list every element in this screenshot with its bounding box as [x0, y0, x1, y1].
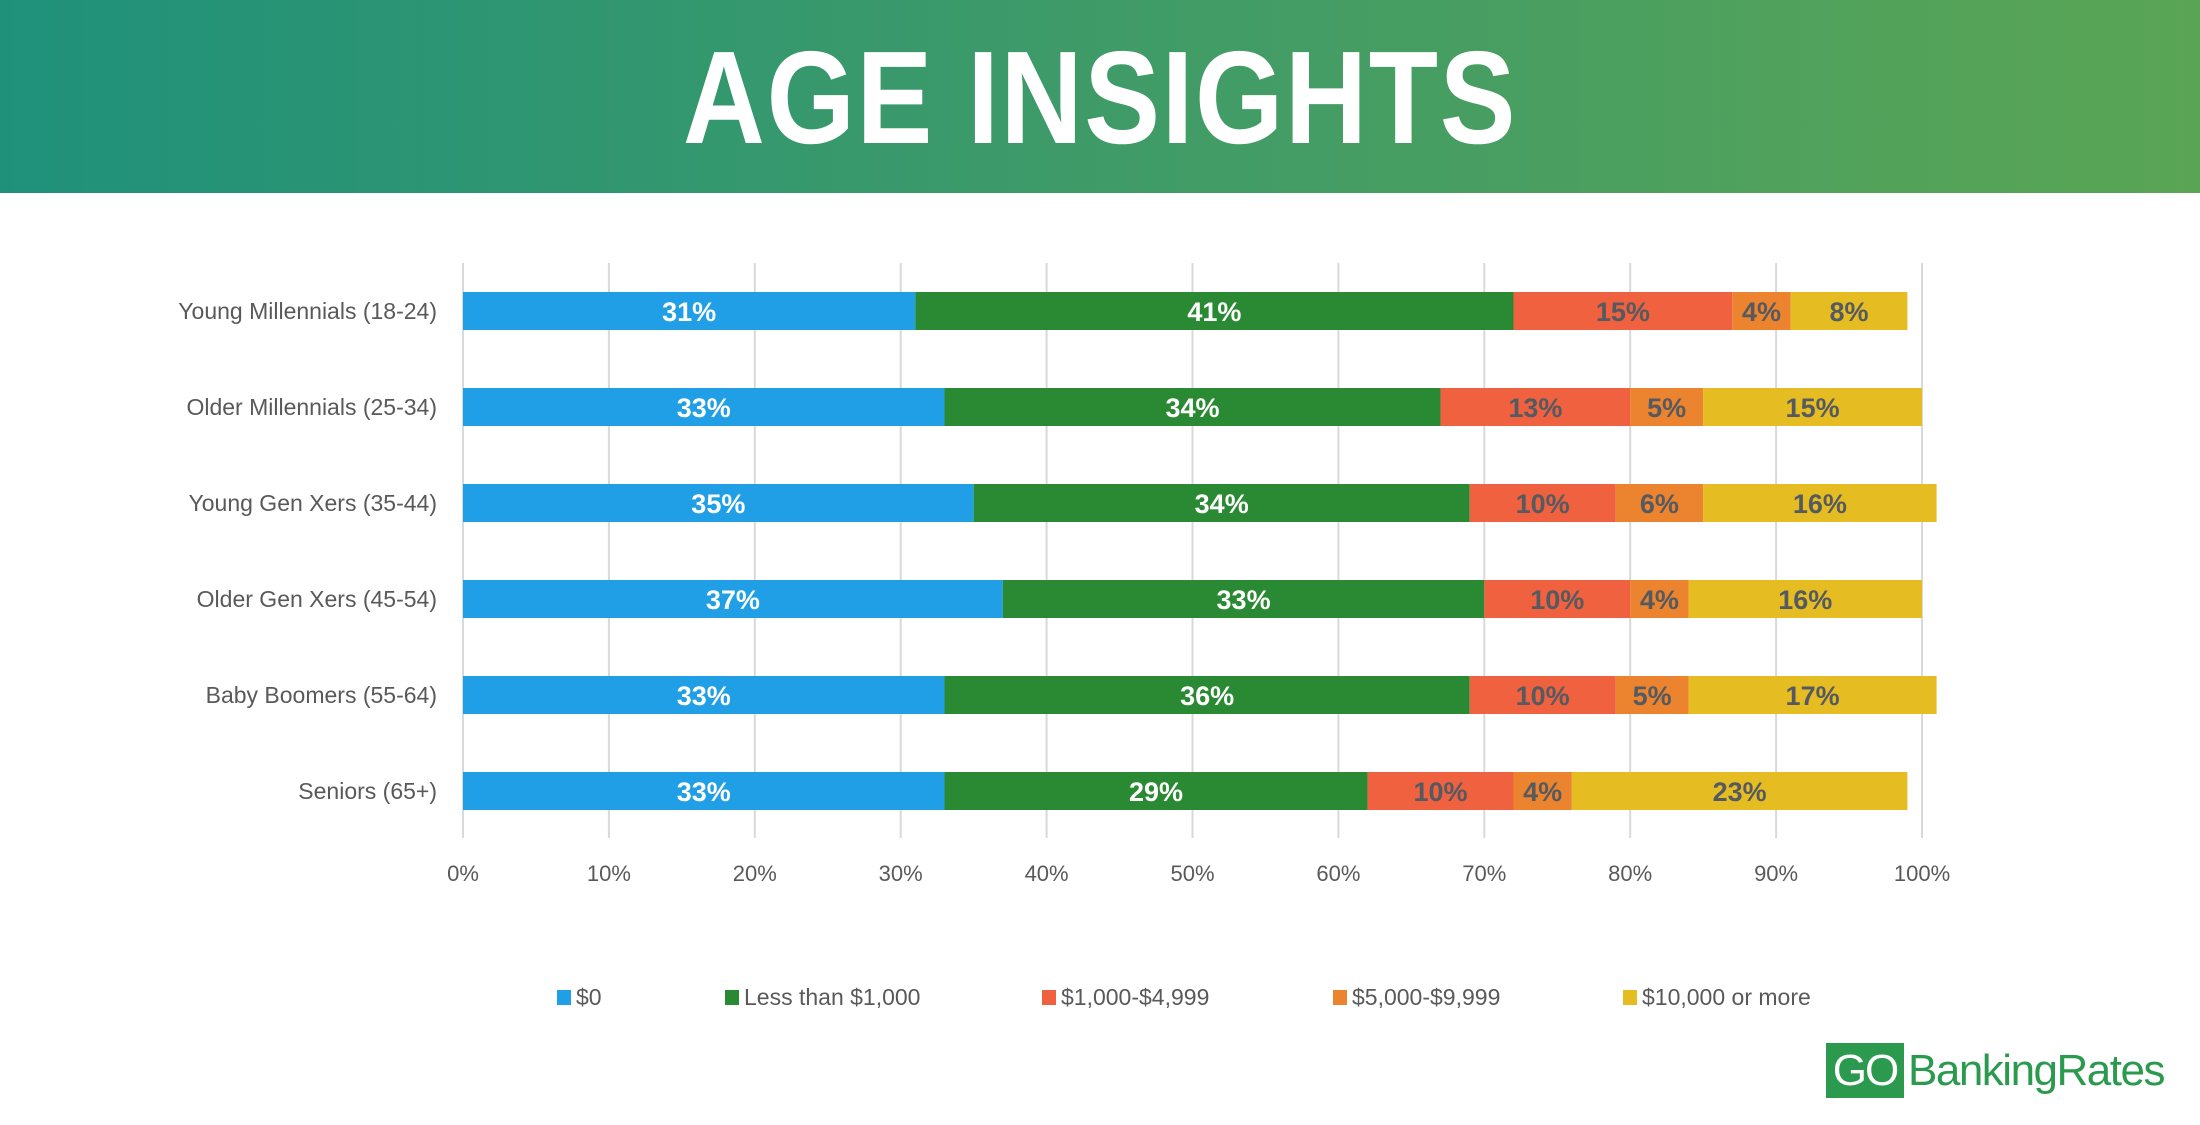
data-label: 8%	[1830, 297, 1869, 327]
bar-segment	[1790, 292, 1908, 330]
bar-segment	[1002, 580, 1485, 618]
legend-swatch	[557, 990, 571, 1005]
bar-segment	[1703, 388, 1922, 426]
header-banner: AGE INSIGHTS	[0, 0, 2200, 193]
bar-segment	[463, 580, 1003, 618]
data-label: 33%	[677, 681, 731, 711]
bar-segment	[463, 676, 945, 714]
bar-segment	[463, 484, 974, 522]
page-title: AGE INSIGHTS	[0, 28, 2200, 168]
data-label: 33%	[1217, 585, 1271, 615]
bar-segment	[1571, 772, 1908, 810]
category-label: Seniors (65+)	[298, 778, 437, 804]
legend-swatch	[1333, 990, 1347, 1005]
legend-swatch	[1042, 990, 1056, 1005]
x-tick-label: 80%	[1608, 861, 1652, 886]
data-label: 4%	[1523, 777, 1562, 807]
bar-segment	[1513, 772, 1572, 810]
x-tick-label: 0%	[447, 861, 479, 886]
category-label: Young Millennials (18-24)	[178, 298, 437, 324]
category-label: Older Millennials (25-34)	[186, 394, 437, 420]
data-label: 31%	[662, 297, 716, 327]
bar-segment	[944, 676, 1470, 714]
category-label: Young Gen Xers (35-44)	[189, 490, 437, 516]
data-label: 16%	[1793, 489, 1847, 519]
data-label: 5%	[1647, 393, 1686, 423]
bar-segment	[463, 292, 916, 330]
data-label: 17%	[1786, 681, 1840, 711]
data-label: 13%	[1508, 393, 1562, 423]
data-label: 15%	[1786, 393, 1840, 423]
x-tick-label: 30%	[879, 861, 923, 886]
category-label: Baby Boomers (55-64)	[206, 682, 437, 708]
data-label: 10%	[1530, 585, 1584, 615]
data-label: 29%	[1129, 777, 1183, 807]
data-label: 4%	[1742, 297, 1781, 327]
bar-segment	[1703, 484, 1937, 522]
page-title-text: AGE INSIGHTS	[682, 24, 1518, 171]
data-label: 33%	[677, 777, 731, 807]
bar-segment	[1688, 580, 1922, 618]
data-label: 15%	[1596, 297, 1650, 327]
bar-segment	[1367, 772, 1514, 810]
legend-swatch	[725, 990, 739, 1005]
bar-segment	[463, 772, 945, 810]
data-label: 36%	[1180, 681, 1234, 711]
x-tick-label: 100%	[1894, 861, 1950, 886]
gobankingrates-logo: GO BankingRates	[1826, 1043, 2165, 1098]
x-tick-label: 60%	[1316, 861, 1360, 886]
bar-segment	[1630, 388, 1704, 426]
data-label: 34%	[1165, 393, 1219, 423]
bar-segment	[973, 484, 1470, 522]
data-label: 37%	[706, 585, 760, 615]
legend-label: Less than $1,000	[744, 984, 920, 1010]
bar-segment	[944, 388, 1441, 426]
bar-segment	[1513, 292, 1733, 330]
logo-go-box: GO	[1826, 1043, 1904, 1098]
data-label: 10%	[1414, 777, 1468, 807]
data-label: 10%	[1516, 489, 1570, 519]
logo-wordmark: BankingRates	[1908, 1045, 2165, 1095]
legend-label: $5,000-$9,999	[1352, 984, 1500, 1010]
data-label: 33%	[677, 393, 731, 423]
bar-segment	[1732, 292, 1791, 330]
bar-segment	[1615, 676, 1689, 714]
data-label: 16%	[1778, 585, 1832, 615]
bar-segment	[915, 292, 1514, 330]
bar-segment	[1469, 484, 1616, 522]
bar-segment	[1469, 676, 1616, 714]
legend-label: $0	[576, 984, 602, 1010]
bar-segment	[463, 388, 945, 426]
data-label: 35%	[691, 489, 745, 519]
data-label: 5%	[1633, 681, 1672, 711]
legend-label: $10,000 or more	[1642, 984, 1811, 1010]
bar-segment	[1440, 388, 1631, 426]
data-label: 4%	[1640, 585, 1679, 615]
data-label: 6%	[1640, 489, 1679, 519]
x-tick-label: 40%	[1025, 861, 1069, 886]
data-label: 23%	[1713, 777, 1767, 807]
x-tick-label: 70%	[1462, 861, 1506, 886]
x-tick-label: 90%	[1754, 861, 1798, 886]
bar-segment	[1688, 676, 1937, 714]
bar-segment	[1484, 580, 1631, 618]
bar-segment	[1630, 580, 1689, 618]
data-label: 10%	[1516, 681, 1570, 711]
legend-label: $1,000-$4,999	[1061, 984, 1209, 1010]
data-label: 34%	[1195, 489, 1249, 519]
legend-swatch	[1623, 990, 1637, 1005]
x-tick-label: 50%	[1170, 861, 1214, 886]
bar-segment	[1615, 484, 1704, 522]
category-label: Older Gen Xers (45-54)	[197, 586, 437, 612]
data-label: 41%	[1187, 297, 1241, 327]
x-tick-label: 20%	[733, 861, 777, 886]
x-tick-label: 10%	[587, 861, 631, 886]
bar-segment	[944, 772, 1368, 810]
